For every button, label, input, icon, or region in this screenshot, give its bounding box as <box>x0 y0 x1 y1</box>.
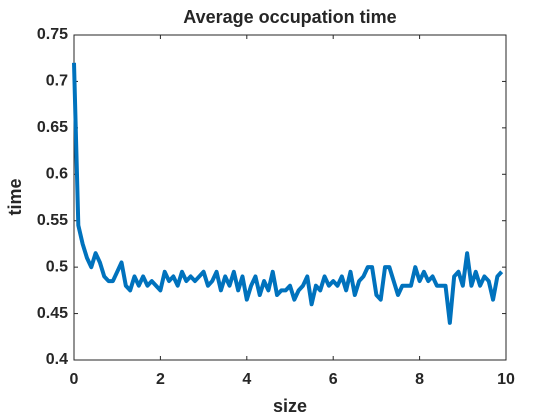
y-tick-label: 0.4 <box>46 351 68 368</box>
y-tick-label: 0.7 <box>46 73 68 90</box>
y-tick-label: 0.55 <box>37 212 68 229</box>
y-tick-label: 0.6 <box>46 166 68 183</box>
x-tick-label: 10 <box>497 371 515 388</box>
y-tick-label: 0.5 <box>46 258 68 275</box>
x-axis-label: size <box>273 396 307 416</box>
x-tick-label: 4 <box>242 371 251 388</box>
y-tick-label: 0.65 <box>37 119 68 136</box>
chart-title: Average occupation time <box>183 7 396 27</box>
x-tick-label: 8 <box>415 371 424 388</box>
x-tick-label: 0 <box>70 371 79 388</box>
y-axis-label: time <box>5 178 25 215</box>
x-tick-label: 6 <box>329 371 338 388</box>
line <box>72 62 504 325</box>
y-tick-label: 0.75 <box>37 26 68 43</box>
plot-area <box>73 34 507 361</box>
y-tick-label: 0.45 <box>37 305 68 322</box>
x-tick-label: 2 <box>156 371 165 388</box>
